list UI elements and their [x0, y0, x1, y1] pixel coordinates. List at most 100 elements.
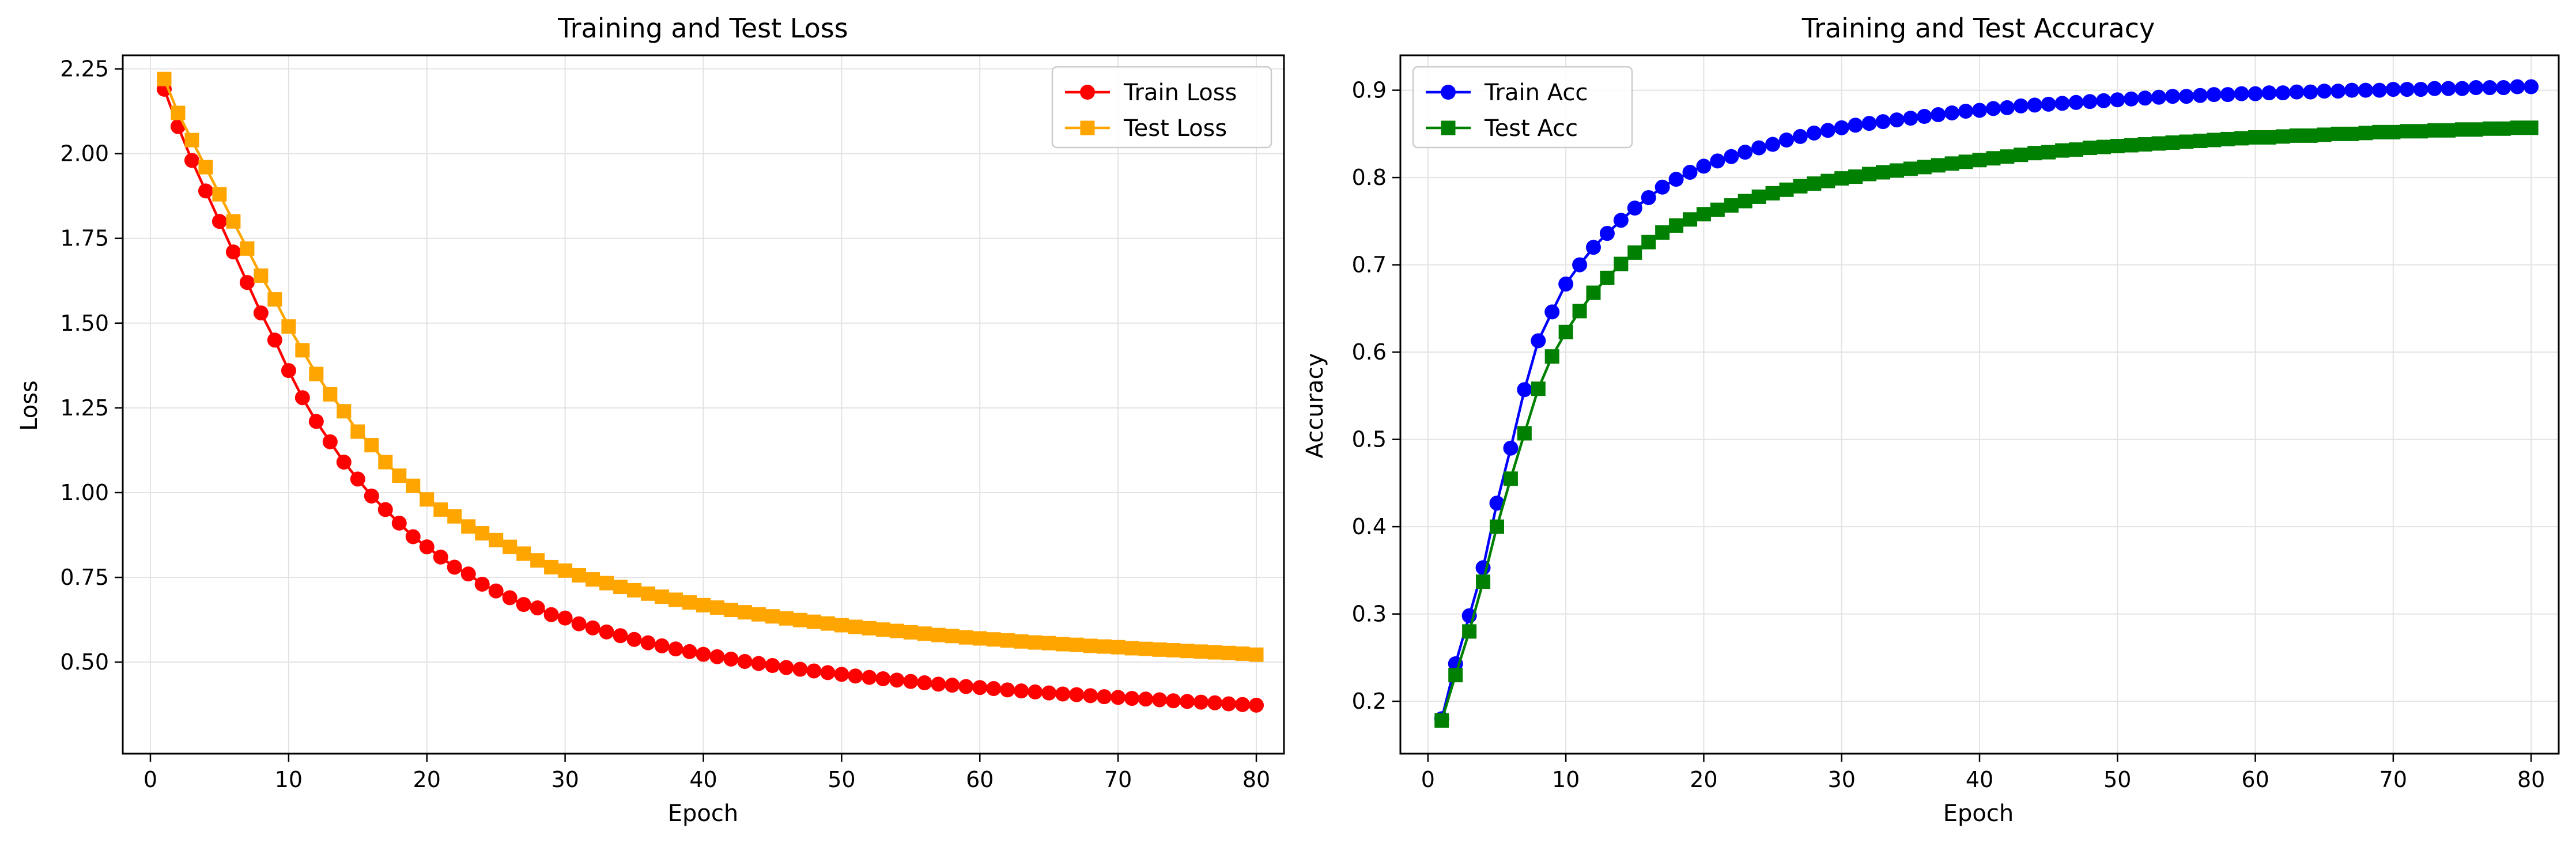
test-loss-point	[489, 532, 504, 547]
test-acc-point	[1820, 173, 1835, 188]
test-acc-point	[1683, 212, 1697, 227]
test-acc-point	[2193, 133, 2208, 148]
loss-x-tick-label: 70	[1104, 767, 1132, 792]
train-acc-point	[2317, 84, 2332, 99]
train-loss-point	[792, 661, 808, 677]
train-acc-point	[2303, 84, 2318, 100]
test-loss-point	[364, 438, 379, 453]
test-loss-point	[834, 618, 849, 633]
test-acc-point	[2427, 123, 2442, 138]
train-loss-point	[834, 667, 849, 682]
train-loss-point	[460, 566, 476, 582]
train-acc-point	[2482, 80, 2498, 96]
train-acc-point	[1848, 118, 1863, 133]
loss-x-tick-label: 50	[828, 767, 855, 792]
test-loss-point	[1028, 635, 1043, 650]
train-acc-point	[1985, 101, 2001, 116]
loss-x-tick-label: 0	[143, 767, 157, 792]
test-loss-point	[806, 614, 821, 629]
test-acc-point	[2510, 120, 2525, 135]
test-loss-point	[544, 559, 559, 574]
loss-x-tick-label: 30	[551, 767, 579, 792]
loss-x-axis-label: Epoch	[668, 800, 738, 827]
accuracy-series-train-acc	[1434, 79, 2539, 727]
loss-series-test-loss	[157, 71, 1264, 662]
test-acc-point	[1544, 349, 1559, 364]
train-loss-point	[931, 676, 946, 692]
test-loss-point	[641, 586, 656, 601]
test-loss-point	[1111, 640, 1125, 655]
legend-marker-train-loss	[1080, 85, 1095, 100]
test-acc-point	[1793, 179, 1808, 194]
accuracy-x-tick-label: 40	[1966, 767, 1993, 792]
train-loss-point	[1097, 689, 1112, 705]
test-acc-point	[1765, 186, 1780, 201]
test-acc-point	[1834, 171, 1849, 186]
test-loss-point	[461, 519, 476, 534]
train-acc-point	[1931, 107, 1946, 123]
test-acc-point	[2041, 145, 2056, 160]
test-acc-point	[2137, 137, 2152, 152]
test-acc-point	[1586, 285, 1601, 300]
train-loss-point	[1221, 696, 1237, 712]
loss-axes-frame	[122, 54, 1285, 755]
test-loss-point	[475, 526, 490, 541]
test-loss-point	[1000, 633, 1015, 648]
train-acc-point	[1655, 179, 1670, 195]
legend-item-train-acc: Train Acc	[1426, 80, 1588, 106]
test-acc-point	[1986, 151, 2001, 166]
test-acc-point	[2165, 135, 2180, 150]
test-acc-point	[1724, 198, 1739, 213]
test-acc-point	[2248, 130, 2263, 145]
accuracy-y-tick-label: 0.7	[1352, 252, 1387, 278]
test-loss-point	[309, 366, 324, 381]
train-loss-point	[364, 488, 379, 504]
test-acc-point	[2331, 126, 2345, 141]
test-acc-point	[2014, 148, 2029, 162]
train-acc-point	[2151, 89, 2167, 105]
test-loss-point	[1055, 637, 1070, 652]
test-acc-point	[1490, 519, 1504, 534]
train-acc-point	[1503, 440, 1519, 456]
test-loss-point	[406, 478, 421, 493]
accuracy-x-tick-label: 20	[1690, 767, 1717, 792]
accuracy-series-test-acc	[1434, 120, 2539, 728]
test-acc-point	[2179, 134, 2194, 149]
train-loss-point	[875, 671, 891, 686]
train-acc-point	[1751, 140, 1767, 156]
test-loss-point	[751, 607, 766, 622]
test-loss-point	[779, 611, 794, 626]
train-loss-point	[571, 616, 587, 632]
train-acc-point	[2371, 82, 2387, 98]
test-loss-point	[420, 492, 435, 507]
train-loss-point	[1235, 697, 1251, 712]
train-loss-point	[211, 214, 227, 229]
accuracy-x-tick-label: 60	[2241, 767, 2269, 792]
train-loss-point	[1055, 686, 1071, 702]
test-loss-point	[1166, 643, 1181, 658]
test-acc-point	[2082, 141, 2097, 156]
train-acc-point	[2096, 93, 2112, 108]
test-acc-point	[2289, 128, 2304, 143]
train-loss-point	[350, 471, 365, 487]
accuracy-y-tick-label: 0.9	[1352, 78, 1387, 103]
legend-marker-test-acc	[1441, 120, 1456, 135]
test-loss-point	[323, 387, 338, 402]
train-loss-point	[1041, 685, 1057, 701]
test-loss-point	[1235, 646, 1250, 661]
accuracy-x-tick-label: 0	[1421, 767, 1435, 792]
train-acc-point	[2178, 89, 2194, 104]
test-acc-point	[1462, 624, 1477, 639]
train-acc-point	[2496, 80, 2511, 96]
test-acc-point	[1614, 256, 1629, 271]
test-loss-point	[1014, 634, 1029, 649]
test-loss-point	[157, 71, 172, 86]
test-loss-point	[1124, 641, 1139, 656]
train-loss-point	[530, 600, 545, 616]
train-loss-point	[1166, 693, 1181, 709]
train-loss-point	[958, 679, 974, 694]
accuracy-x-tick-label: 70	[2379, 767, 2407, 792]
accuracy-x-tick-label: 10	[1552, 767, 1580, 792]
test-loss-point	[530, 553, 545, 568]
